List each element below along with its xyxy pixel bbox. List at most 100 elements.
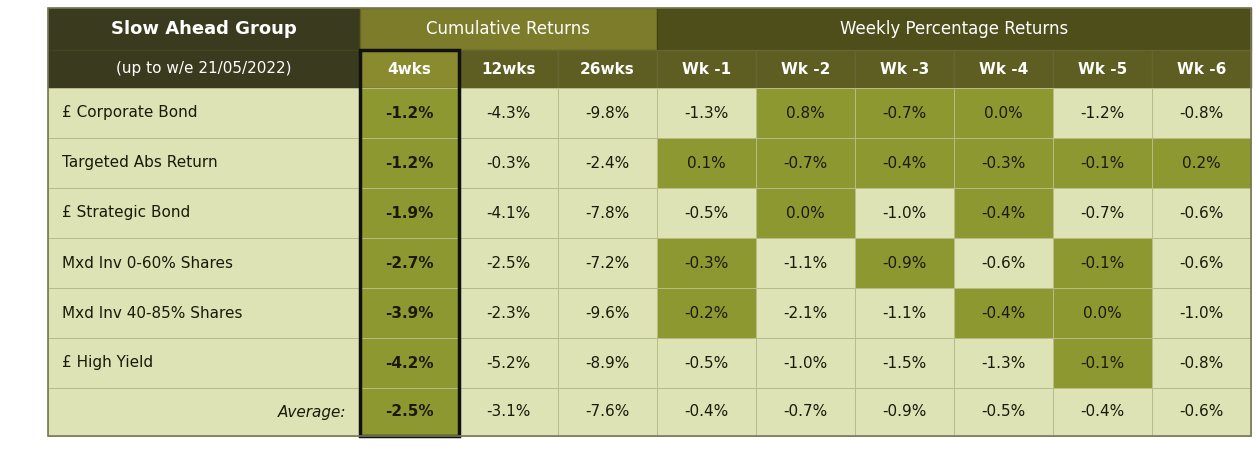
Bar <box>360 188 458 238</box>
Bar <box>955 388 1053 436</box>
Bar <box>855 338 955 388</box>
Text: -0.9%: -0.9% <box>882 404 927 419</box>
Text: -2.5%: -2.5% <box>386 404 433 419</box>
Bar <box>458 338 558 388</box>
Bar <box>855 238 955 288</box>
Bar <box>558 388 657 436</box>
Bar <box>360 388 458 436</box>
Text: -7.2%: -7.2% <box>585 255 629 270</box>
Bar <box>558 338 657 388</box>
Bar <box>360 338 458 388</box>
Bar <box>48 88 360 138</box>
Text: £ Corporate Bond: £ Corporate Bond <box>62 105 197 121</box>
Bar <box>955 188 1053 238</box>
Bar <box>558 88 657 138</box>
Text: Slow Ahead Group: Slow Ahead Group <box>111 20 296 38</box>
Bar <box>657 50 756 88</box>
Text: -8.9%: -8.9% <box>585 356 629 370</box>
Text: -0.6%: -0.6% <box>981 255 1026 270</box>
Text: -0.7%: -0.7% <box>1080 206 1124 220</box>
Bar <box>955 138 1053 188</box>
Text: -0.6%: -0.6% <box>1179 404 1223 419</box>
Bar <box>955 238 1053 288</box>
Text: 0.1%: 0.1% <box>687 156 726 171</box>
Text: Wk -2: Wk -2 <box>781 62 830 76</box>
Text: -1.2%: -1.2% <box>386 105 433 121</box>
Bar <box>1053 338 1152 388</box>
Text: -4.3%: -4.3% <box>486 105 531 121</box>
Text: 26wks: 26wks <box>580 62 634 76</box>
Bar <box>1053 138 1152 188</box>
Bar <box>1152 288 1251 338</box>
Text: -0.5%: -0.5% <box>685 206 728 220</box>
Text: -0.1%: -0.1% <box>1080 356 1124 370</box>
Bar <box>1152 388 1251 436</box>
Bar <box>458 88 558 138</box>
Text: -2.1%: -2.1% <box>784 306 828 321</box>
Text: 0.2%: 0.2% <box>1182 156 1221 171</box>
Bar <box>360 288 458 338</box>
Text: -1.3%: -1.3% <box>981 356 1026 370</box>
Bar <box>855 50 955 88</box>
Text: -0.7%: -0.7% <box>784 156 828 171</box>
Text: -0.1%: -0.1% <box>1080 156 1124 171</box>
Text: Mxd Inv 40-85% Shares: Mxd Inv 40-85% Shares <box>62 306 242 321</box>
Bar <box>1053 288 1152 338</box>
Bar <box>48 138 360 188</box>
Text: Wk -5: Wk -5 <box>1078 62 1127 76</box>
Text: -0.4%: -0.4% <box>981 306 1026 321</box>
Bar <box>558 138 657 188</box>
Bar <box>360 88 458 138</box>
Bar <box>458 238 558 288</box>
Bar <box>458 50 558 88</box>
Bar <box>1053 188 1152 238</box>
Bar <box>756 338 855 388</box>
Bar <box>657 288 756 338</box>
Bar <box>855 188 955 238</box>
Bar <box>1152 88 1251 138</box>
Text: -2.5%: -2.5% <box>486 255 530 270</box>
Bar <box>1053 238 1152 288</box>
Bar <box>955 50 1053 88</box>
Text: -0.8%: -0.8% <box>1179 356 1223 370</box>
Bar <box>1053 50 1152 88</box>
Text: £ Strategic Bond: £ Strategic Bond <box>62 206 190 220</box>
Text: -2.4%: -2.4% <box>585 156 629 171</box>
Text: 0.0%: 0.0% <box>1083 306 1122 321</box>
Text: -0.7%: -0.7% <box>784 404 828 419</box>
Bar <box>48 238 360 288</box>
Bar <box>657 138 756 188</box>
Bar <box>48 288 360 338</box>
Bar <box>955 88 1053 138</box>
Bar <box>1053 88 1152 138</box>
Text: -1.2%: -1.2% <box>386 156 433 171</box>
Text: -1.0%: -1.0% <box>883 206 927 220</box>
Bar <box>756 138 855 188</box>
Bar <box>1152 238 1251 288</box>
Bar <box>955 338 1053 388</box>
Text: 0.8%: 0.8% <box>786 105 825 121</box>
Bar <box>48 8 360 50</box>
Text: -0.7%: -0.7% <box>883 105 927 121</box>
Bar <box>1152 188 1251 238</box>
Text: -0.8%: -0.8% <box>1179 105 1223 121</box>
Bar <box>558 238 657 288</box>
Text: -0.3%: -0.3% <box>981 156 1026 171</box>
Text: Average:: Average: <box>278 404 345 419</box>
Text: -3.9%: -3.9% <box>386 306 433 321</box>
Text: -1.0%: -1.0% <box>784 356 828 370</box>
Bar <box>855 288 955 338</box>
Text: -1.1%: -1.1% <box>883 306 927 321</box>
Bar <box>756 50 855 88</box>
Text: -1.3%: -1.3% <box>685 105 728 121</box>
Text: 4wks: 4wks <box>388 62 432 76</box>
Text: (up to w/e 21/05/2022): (up to w/e 21/05/2022) <box>117 62 291 76</box>
Text: -2.3%: -2.3% <box>486 306 531 321</box>
Bar <box>360 8 657 50</box>
Bar <box>855 88 955 138</box>
Bar <box>657 188 756 238</box>
Text: -0.5%: -0.5% <box>685 356 728 370</box>
Text: -1.5%: -1.5% <box>883 356 927 370</box>
Bar <box>458 138 558 188</box>
Text: Wk -4: Wk -4 <box>978 62 1029 76</box>
